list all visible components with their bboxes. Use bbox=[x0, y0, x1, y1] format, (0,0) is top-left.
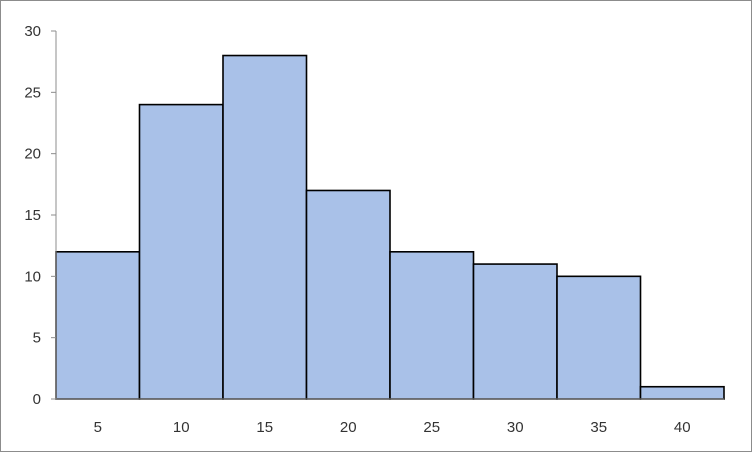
bar-5 bbox=[55, 251, 141, 400]
x-tick-label: 30 bbox=[507, 419, 524, 436]
x-tick-label: 40 bbox=[674, 419, 691, 436]
bar-40 bbox=[639, 385, 725, 400]
y-tick-label: 5 bbox=[33, 330, 41, 347]
x-tick-label: 20 bbox=[340, 419, 357, 436]
y-tick-label: 15 bbox=[24, 207, 41, 224]
x-tick-label: 35 bbox=[590, 419, 607, 436]
y-tick-label: 0 bbox=[33, 391, 41, 408]
x-tick-label: 25 bbox=[423, 419, 440, 436]
x-tick-label: 15 bbox=[256, 419, 273, 436]
x-tick-label: 5 bbox=[94, 419, 102, 436]
y-tick-label: 10 bbox=[24, 268, 41, 285]
y-tick-label: 25 bbox=[24, 84, 41, 101]
bar-20 bbox=[305, 189, 391, 400]
y-tick-label: 20 bbox=[24, 146, 41, 163]
bars-layer bbox=[55, 54, 725, 400]
bar-25 bbox=[389, 251, 475, 400]
axes-layer bbox=[51, 30, 724, 400]
x-tick-label: 10 bbox=[173, 419, 190, 436]
bar-10 bbox=[138, 103, 224, 400]
bar-30 bbox=[472, 263, 558, 400]
y-tick-label: 30 bbox=[24, 23, 41, 40]
labels-layer: 0 5 10 15 20 25 30 5 10 15 20 25 30 35 40 bbox=[24, 23, 690, 436]
bar-35 bbox=[556, 275, 642, 400]
bar-15 bbox=[222, 54, 308, 400]
